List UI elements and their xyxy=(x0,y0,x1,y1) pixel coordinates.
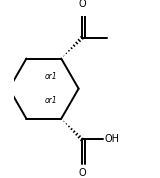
Text: or1: or1 xyxy=(44,72,57,81)
Text: OH: OH xyxy=(105,134,120,144)
Text: or1: or1 xyxy=(44,96,57,105)
Text: O: O xyxy=(78,0,86,9)
Text: O: O xyxy=(78,168,86,178)
